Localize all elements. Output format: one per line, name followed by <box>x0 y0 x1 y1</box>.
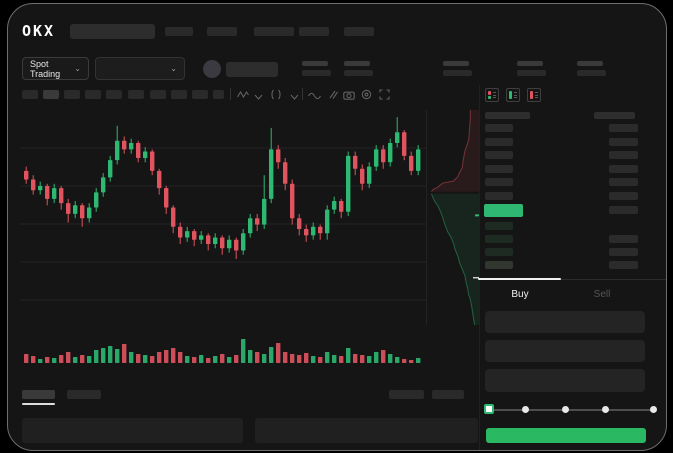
interval-option-9[interactable] <box>192 90 208 99</box>
compare-brackets-icon[interactable] <box>269 88 282 101</box>
stat-high-top <box>443 61 469 66</box>
tab-buy[interactable]: Buy <box>511 289 529 300</box>
market-type-dropdown[interactable]: Spot Trading ⌄ <box>22 57 89 80</box>
stat-volume-top <box>577 61 603 66</box>
stat-price-bottom <box>302 70 331 76</box>
stat-price-top <box>302 61 328 66</box>
interval-option-7[interactable] <box>150 90 166 99</box>
market-type-label: Spot Trading <box>30 58 61 79</box>
last-price-amount[interactable] <box>609 206 638 214</box>
settings-icon[interactable] <box>360 88 373 101</box>
interval-option-10[interactable] <box>213 90 224 99</box>
bid-row-price[interactable] <box>485 261 513 269</box>
chevron-down-icon: ⌄ <box>74 63 81 73</box>
ask-row-price[interactable] <box>485 151 513 159</box>
stat-low-top <box>517 61 543 66</box>
bottom-filter-field-1[interactable] <box>22 418 243 443</box>
drawing-tools-icon[interactable] <box>326 88 339 101</box>
ask-row-amount[interactable] <box>609 124 638 132</box>
nav-item-3[interactable] <box>254 27 294 36</box>
bid-row-amount[interactable] <box>609 235 638 243</box>
ask-row-price[interactable] <box>485 124 513 132</box>
ask-row-amount[interactable] <box>609 192 638 200</box>
camera-snapshot-icon[interactable] <box>342 88 355 101</box>
interval-option-5[interactable] <box>106 90 122 99</box>
tab-sell[interactable]: Sell <box>593 289 611 300</box>
orderbook-mode-both-icon[interactable] <box>485 88 499 102</box>
interval-option-3[interactable] <box>64 90 80 99</box>
bid-row-price[interactable] <box>485 222 513 230</box>
depth-chart[interactable] <box>426 110 480 325</box>
okx-logo: OKX <box>22 22 56 40</box>
pair-coin-avatar[interactable] <box>203 60 221 78</box>
chevron-down-icon[interactable] <box>288 90 301 103</box>
bid-row-price[interactable] <box>485 235 513 243</box>
orderbook-header-price <box>485 112 530 119</box>
amount-slider-handle[interactable] <box>484 404 494 414</box>
chevron-down-icon: ⌄ <box>170 63 177 73</box>
slider-step-25[interactable] <box>522 406 529 413</box>
chevron-down-icon[interactable] <box>252 90 265 103</box>
interval-option-2-active[interactable] <box>43 90 59 99</box>
active-tab-indicator <box>478 278 561 280</box>
stat-low-bottom <box>517 70 546 76</box>
price-input[interactable] <box>485 311 645 333</box>
ask-row-price[interactable] <box>485 165 513 173</box>
indicator-zigzag-icon[interactable] <box>236 88 249 101</box>
slider-step-50[interactable] <box>562 406 569 413</box>
nav-item-5[interactable] <box>344 27 374 36</box>
ask-row-price[interactable] <box>485 192 513 200</box>
ask-row-amount[interactable] <box>609 178 638 186</box>
pair-dropdown[interactable]: ⌄ <box>95 57 185 80</box>
amount-slider-track[interactable] <box>488 409 656 411</box>
orderbook-mode-asks-icon[interactable] <box>527 88 541 102</box>
stat-change-top <box>344 61 370 66</box>
pair-name-placeholder <box>226 62 278 77</box>
fullscreen-icon[interactable] <box>378 88 391 101</box>
bid-row-amount[interactable] <box>609 261 638 269</box>
amount-input[interactable] <box>485 340 645 362</box>
bid-row-price[interactable] <box>485 248 513 256</box>
bottom-action-1[interactable] <box>389 390 424 399</box>
bottom-action-2[interactable] <box>432 390 464 399</box>
nav-item-1[interactable] <box>165 27 193 36</box>
bottom-tab-order-history[interactable] <box>67 390 101 399</box>
total-input[interactable] <box>485 369 645 392</box>
ask-row-amount[interactable] <box>609 165 638 173</box>
stat-high-bottom <box>443 70 472 76</box>
slider-step-100[interactable] <box>650 406 657 413</box>
slider-step-75[interactable] <box>602 406 609 413</box>
stat-change-bottom <box>344 70 373 76</box>
panel-divider <box>479 85 480 450</box>
interval-option-4[interactable] <box>85 90 101 99</box>
interval-option-6[interactable] <box>128 90 144 99</box>
tab-divider <box>480 279 666 280</box>
bottom-active-tab-indicator <box>22 403 55 405</box>
nav-item-4[interactable] <box>299 27 329 36</box>
search-input[interactable] <box>70 24 155 39</box>
candlestick-chart[interactable] <box>20 110 426 366</box>
orderbook-mode-bids-icon[interactable] <box>506 88 520 102</box>
stat-volume-bottom <box>577 70 606 76</box>
last-price-highlight[interactable] <box>484 204 523 217</box>
toolbar-divider <box>230 88 231 100</box>
app-window: OKX Spot Trading ⌄ ⌄ <box>7 3 667 451</box>
ask-row-amount[interactable] <box>609 151 638 159</box>
toolbar-divider <box>302 88 303 100</box>
buy-submit-button[interactable] <box>486 428 646 443</box>
bottom-tab-open-orders[interactable] <box>22 390 55 399</box>
ask-row-price[interactable] <box>485 138 513 146</box>
ask-row-price[interactable] <box>485 178 513 186</box>
ask-row-amount[interactable] <box>609 138 638 146</box>
bid-row-amount[interactable] <box>609 248 638 256</box>
interval-option-1[interactable] <box>22 90 38 99</box>
bottom-filter-field-2[interactable] <box>255 418 478 443</box>
line-wave-icon[interactable] <box>308 89 321 102</box>
interval-option-8[interactable] <box>171 90 187 99</box>
orderbook-header-amount <box>594 112 635 119</box>
nav-item-2[interactable] <box>207 27 237 36</box>
depth-divider <box>426 110 427 325</box>
